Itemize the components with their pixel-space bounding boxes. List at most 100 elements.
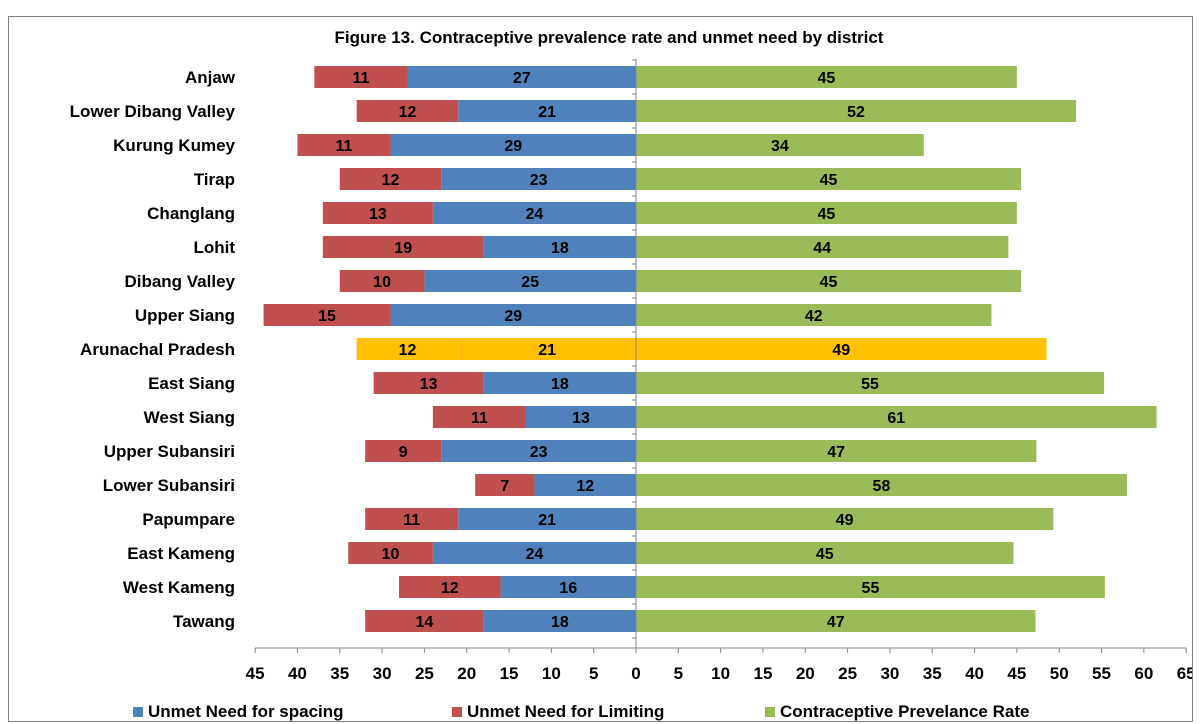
x-tick-label: 40 bbox=[965, 664, 984, 683]
x-tick-label: 15 bbox=[500, 664, 519, 683]
bar-limiting-upper-siang bbox=[263, 304, 391, 326]
bar-cpr-tirap bbox=[636, 168, 1022, 190]
data-label-cpr-upper-siang: 42 bbox=[805, 308, 823, 325]
category-label-tirap: Tirap bbox=[194, 170, 235, 189]
bar-spacing-upper-siang bbox=[390, 304, 636, 326]
bar-spacing-tawang bbox=[483, 610, 636, 632]
bar-limiting-dibang-valley bbox=[339, 270, 425, 292]
x-tick-label: 35 bbox=[330, 664, 349, 683]
bar-limiting-anjaw bbox=[314, 66, 408, 88]
category-label-upper-subansiri: Upper Subansiri bbox=[104, 442, 235, 461]
data-label-cpr-dibang-valley: 45 bbox=[820, 274, 838, 291]
x-tick-label: 40 bbox=[288, 664, 307, 683]
data-label-limiting-tirap: 12 bbox=[382, 172, 400, 189]
data-label-spacing-dibang-valley: 25 bbox=[521, 274, 539, 291]
category-label-lower-subansiri: Lower Subansiri bbox=[103, 476, 235, 495]
category-label-upper-siang: Upper Siang bbox=[135, 306, 235, 325]
data-label-limiting-dibang-valley: 10 bbox=[373, 274, 391, 291]
data-label-spacing-tawang: 18 bbox=[551, 614, 569, 631]
data-label-cpr-lower-subansiri: 58 bbox=[873, 478, 891, 495]
x-tick-label: 35 bbox=[923, 664, 942, 683]
data-label-limiting-arunachal-pradesh: 12 bbox=[399, 342, 417, 359]
category-label-east-siang: East Siang bbox=[148, 374, 235, 393]
data-label-spacing-arunachal-pradesh: 21 bbox=[538, 342, 556, 359]
data-label-cpr-anjaw: 45 bbox=[818, 70, 836, 87]
bar-spacing-tirap bbox=[441, 168, 636, 190]
bar-limiting-tawang bbox=[365, 610, 484, 632]
x-tick-label: 65 bbox=[1177, 664, 1192, 683]
data-label-cpr-arunachal-pradesh: 49 bbox=[832, 342, 850, 359]
data-label-cpr-east-siang: 55 bbox=[861, 376, 879, 393]
x-tick-label: 5 bbox=[589, 664, 598, 683]
data-label-cpr-papumpare: 49 bbox=[836, 512, 854, 529]
bar-spacing-west-siang bbox=[525, 406, 636, 428]
bar-spacing-east-siang bbox=[483, 372, 636, 394]
category-label-lohit: Lohit bbox=[193, 238, 235, 257]
bar-spacing-upper-subansiri bbox=[441, 440, 636, 462]
data-label-spacing-kurung-kumey: 29 bbox=[504, 138, 522, 155]
bar-spacing-anjaw bbox=[407, 66, 636, 88]
bar-limiting-upper-subansiri bbox=[365, 440, 442, 462]
bar-cpr-upper-siang bbox=[636, 304, 992, 326]
bar-cpr-anjaw bbox=[636, 66, 1017, 88]
legend-swatch-unmet-need-for-limiting bbox=[452, 707, 462, 717]
bar-limiting-lower-dibang-valley bbox=[356, 100, 459, 122]
bar-limiting-west-kameng bbox=[399, 576, 501, 598]
bar-spacing-kurung-kumey bbox=[390, 134, 636, 156]
data-label-cpr-changlang: 45 bbox=[818, 206, 836, 223]
data-label-cpr-west-kameng: 55 bbox=[862, 580, 880, 597]
bar-spacing-west-kameng bbox=[500, 576, 636, 598]
data-label-limiting-east-kameng: 10 bbox=[382, 546, 400, 563]
category-label-dibang-valley: Dibang Valley bbox=[124, 272, 235, 291]
category-label-west-siang: West Siang bbox=[144, 408, 235, 427]
bar-cpr-kurung-kumey bbox=[636, 134, 924, 156]
x-tick-label: 5 bbox=[674, 664, 683, 683]
data-label-cpr-upper-subansiri: 47 bbox=[827, 444, 845, 461]
x-tick-label: 30 bbox=[373, 664, 392, 683]
x-tick-label: 20 bbox=[796, 664, 815, 683]
x-tick-label: 10 bbox=[542, 664, 561, 683]
data-label-spacing-west-siang: 13 bbox=[572, 410, 590, 427]
category-label-papumpare: Papumpare bbox=[142, 510, 235, 529]
bar-cpr-west-kameng bbox=[636, 576, 1105, 598]
legend-label-contraceptive-prevelance-rate: Contraceptive Prevelance Rate bbox=[780, 702, 1029, 721]
bar-cpr-dibang-valley bbox=[636, 270, 1022, 292]
bar-spacing-lower-subansiri bbox=[534, 474, 636, 496]
bar-spacing-arunachal-pradesh bbox=[458, 338, 636, 360]
x-tick-label: 15 bbox=[753, 664, 772, 683]
data-label-spacing-tirap: 23 bbox=[530, 172, 548, 189]
bar-limiting-east-kameng bbox=[348, 542, 433, 564]
bar-cpr-changlang bbox=[636, 202, 1017, 224]
bar-limiting-lohit bbox=[322, 236, 484, 258]
bar-cpr-lower-dibang-valley bbox=[636, 100, 1077, 122]
bar-limiting-kurung-kumey bbox=[297, 134, 391, 156]
data-label-limiting-lower-subansiri: 7 bbox=[500, 478, 509, 495]
bar-cpr-east-siang bbox=[636, 372, 1105, 394]
chart-title: Figure 13. Contraceptive prevalence rate… bbox=[335, 28, 884, 47]
data-label-cpr-lohit: 44 bbox=[813, 240, 831, 257]
bar-limiting-arunachal-pradesh bbox=[356, 338, 459, 360]
x-tick-label: 45 bbox=[246, 664, 265, 683]
data-label-spacing-lower-subansiri: 12 bbox=[576, 478, 594, 495]
data-label-limiting-west-siang: 11 bbox=[471, 410, 488, 427]
x-tick-label: 45 bbox=[1007, 664, 1026, 683]
bar-spacing-lower-dibang-valley bbox=[458, 100, 636, 122]
chart-frame: Figure 13. Contraceptive prevalence rate… bbox=[8, 16, 1193, 722]
data-label-spacing-east-siang: 18 bbox=[551, 376, 569, 393]
data-label-cpr-tirap: 45 bbox=[820, 172, 838, 189]
data-label-limiting-upper-siang: 15 bbox=[318, 308, 336, 325]
data-label-limiting-upper-subansiri: 9 bbox=[399, 444, 408, 461]
legend-label-unmet-need-for-spacing: Unmet Need for spacing bbox=[148, 702, 344, 721]
data-label-spacing-lohit: 18 bbox=[551, 240, 569, 257]
data-label-limiting-papumpare: 11 bbox=[403, 512, 420, 529]
bar-limiting-lower-subansiri bbox=[475, 474, 535, 496]
bar-cpr-east-kameng bbox=[636, 542, 1014, 564]
diverging-bar-chart: Figure 13. Contraceptive prevalence rate… bbox=[70, 28, 1192, 721]
data-label-cpr-lower-dibang-valley: 52 bbox=[847, 104, 865, 121]
x-tick-label: 55 bbox=[1092, 664, 1111, 683]
bar-cpr-lower-subansiri bbox=[636, 474, 1127, 496]
category-label-east-kameng: East Kameng bbox=[127, 544, 235, 563]
legend-swatch-unmet-need-for-spacing bbox=[133, 707, 143, 717]
data-label-cpr-kurung-kumey: 34 bbox=[771, 138, 789, 155]
x-tick-label: 25 bbox=[838, 664, 857, 683]
